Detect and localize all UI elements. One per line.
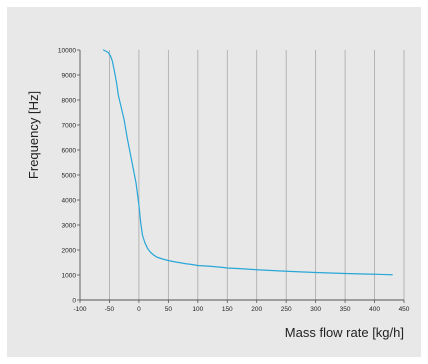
x-tick-label: 450 <box>399 306 410 313</box>
x-tick-label: 150 <box>222 306 233 313</box>
x-tick-label: 50 <box>165 306 173 313</box>
x-axis-label: Mass flow rate [kg/h] <box>285 325 404 340</box>
axes <box>77 49 405 303</box>
x-tick-label: 200 <box>251 306 262 313</box>
y-tick-label: 9000 <box>62 72 77 79</box>
x-tick-label: 350 <box>340 306 351 313</box>
y-tick-label: 7000 <box>62 122 77 129</box>
chart-background <box>7 7 421 357</box>
x-tick-label: 300 <box>310 306 321 313</box>
tick-labels: -100 -50 0 50 100 150 200 250 300 350 400 450 0 1000 2… <box>58 47 410 313</box>
x-tick-label: -100 <box>73 306 86 313</box>
x-tick-label: 0 <box>137 306 141 313</box>
y-tick-label: 6000 <box>62 147 77 154</box>
x-tick-label: 400 <box>369 306 380 313</box>
series-line-0 <box>102 49 393 276</box>
y-tick-label: 4000 <box>62 197 77 204</box>
y-tick-label: 8000 <box>62 97 77 104</box>
y-tick-label: 5000 <box>62 172 77 179</box>
y-axis-label: Frequency [Hz] <box>26 91 41 179</box>
y-tick-label: 10000 <box>58 47 76 54</box>
x-tick-label: 250 <box>281 306 292 313</box>
series-layer <box>102 49 393 276</box>
y-tick-label: 3000 <box>62 222 77 229</box>
grid-lines <box>109 50 405 300</box>
y-tick-label: 2000 <box>62 247 77 254</box>
y-tick-label: 1000 <box>62 272 77 279</box>
y-tick-label: 0 <box>72 297 76 304</box>
x-tick-label: 100 <box>192 306 203 313</box>
x-tick-label: -50 <box>105 306 115 313</box>
